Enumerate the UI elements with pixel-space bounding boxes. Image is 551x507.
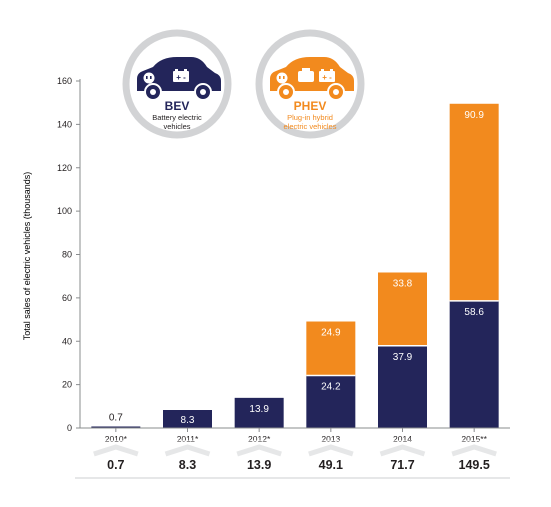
bar-bev: [306, 375, 356, 428]
data-label-bev: 37.9: [393, 352, 413, 363]
total-value: 13.9: [247, 458, 271, 472]
plug-pin: [146, 76, 148, 79]
total-chevron: [164, 444, 211, 457]
total-chevron: [308, 444, 354, 457]
y-tick-label: 0: [67, 423, 72, 433]
bar-phev: [378, 272, 427, 346]
legend-abbr-bev: BEV: [165, 99, 190, 113]
car-hub-front: [283, 89, 289, 95]
data-label-bev: 8.3: [181, 415, 195, 426]
data-label-phev: 33.8: [393, 279, 413, 290]
car-engine-battery-icon: + -: [270, 57, 354, 101]
y-tick-label: 160: [57, 76, 72, 86]
y-tick-label: 20: [62, 380, 72, 390]
bar-phev: [306, 321, 356, 376]
x-tick-label: 2013: [321, 434, 340, 444]
car-hub-rear: [333, 89, 339, 95]
y-tick-label: 140: [57, 119, 72, 129]
bar-bev: [234, 397, 284, 428]
battery-terminal: [184, 69, 187, 71]
y-tick-label: 80: [62, 250, 72, 260]
y-tick-label: 120: [57, 163, 72, 173]
y-axis-label: Total sales of electric vehicles (thousa…: [22, 172, 32, 341]
x-axis: 2010* 2011* 2012* 2013 2014 2015**: [77, 427, 510, 444]
battery-sign: + -: [322, 73, 332, 82]
plug-icon: [276, 72, 288, 84]
x-tick-label: 2010*: [105, 434, 128, 444]
data-label-phev: 24.9: [321, 328, 341, 339]
plug-icon: [143, 72, 155, 84]
data-label-bev: 58.6: [464, 307, 484, 318]
bar-bev: [378, 345, 427, 428]
plug-pin: [283, 76, 285, 79]
car-battery-icon: + -: [137, 57, 221, 101]
legend-desc-bev: Battery electric: [152, 113, 202, 122]
total-value: 49.1: [319, 458, 343, 472]
battery-icon: [319, 71, 335, 82]
total-chevron: [451, 444, 497, 457]
battery-icon: [173, 71, 189, 82]
total-value: 8.3: [179, 458, 196, 472]
total-chevron: [93, 444, 139, 457]
legend-abbr-phev: PHEV: [294, 99, 327, 113]
y-tick-label: 100: [57, 206, 72, 216]
bar-bev: [163, 409, 212, 428]
y-tick-label: 60: [62, 293, 72, 303]
total-value: 149.5: [459, 458, 490, 472]
battery-terminal: [175, 69, 178, 71]
total-value: 0.7: [107, 458, 124, 472]
data-label-bev: 24.2: [321, 382, 341, 393]
data-label-bev: 0.7: [109, 412, 123, 423]
x-tick-label: 2015**: [461, 434, 487, 444]
y-axis: 0 20 40 60 80 100 120 140 160: [57, 76, 81, 433]
data-label-phev: 90.9: [464, 110, 484, 121]
legend-desc-phev: Plug-in hybrid: [287, 113, 333, 122]
bar-bev: [449, 300, 499, 428]
bar-phev: [449, 103, 499, 301]
legend-desc-phev: electric vehicles: [284, 122, 337, 131]
car-hub-front: [150, 89, 156, 95]
battery-terminal: [330, 69, 333, 71]
plug-pin: [150, 76, 152, 79]
x-tick-label: 2014: [393, 434, 412, 444]
total-chevron: [379, 444, 426, 457]
battery-sign: + -: [176, 73, 186, 82]
data-label-bev: 13.9: [249, 404, 269, 415]
bars: 0.7 8.3 13.9 24.2 24.9 37.9 33.8 58.6 90.9: [91, 103, 499, 428]
legend-desc-bev: vehicles: [163, 122, 190, 131]
x-tick-label: 2011*: [177, 434, 199, 444]
battery-terminal: [321, 69, 324, 71]
totals-row: 0.7 8.3 13.9 49.1 71.7 149.5: [75, 440, 510, 479]
plug-pin: [279, 76, 281, 79]
engine-top: [302, 68, 310, 71]
car-hub-rear: [200, 89, 206, 95]
total-chevron: [236, 444, 282, 457]
bar-bev: [91, 426, 141, 428]
total-value: 71.7: [390, 458, 414, 472]
engine-icon: [298, 71, 314, 82]
x-tick-label: 2012*: [248, 434, 271, 444]
y-tick-label: 40: [62, 336, 72, 346]
